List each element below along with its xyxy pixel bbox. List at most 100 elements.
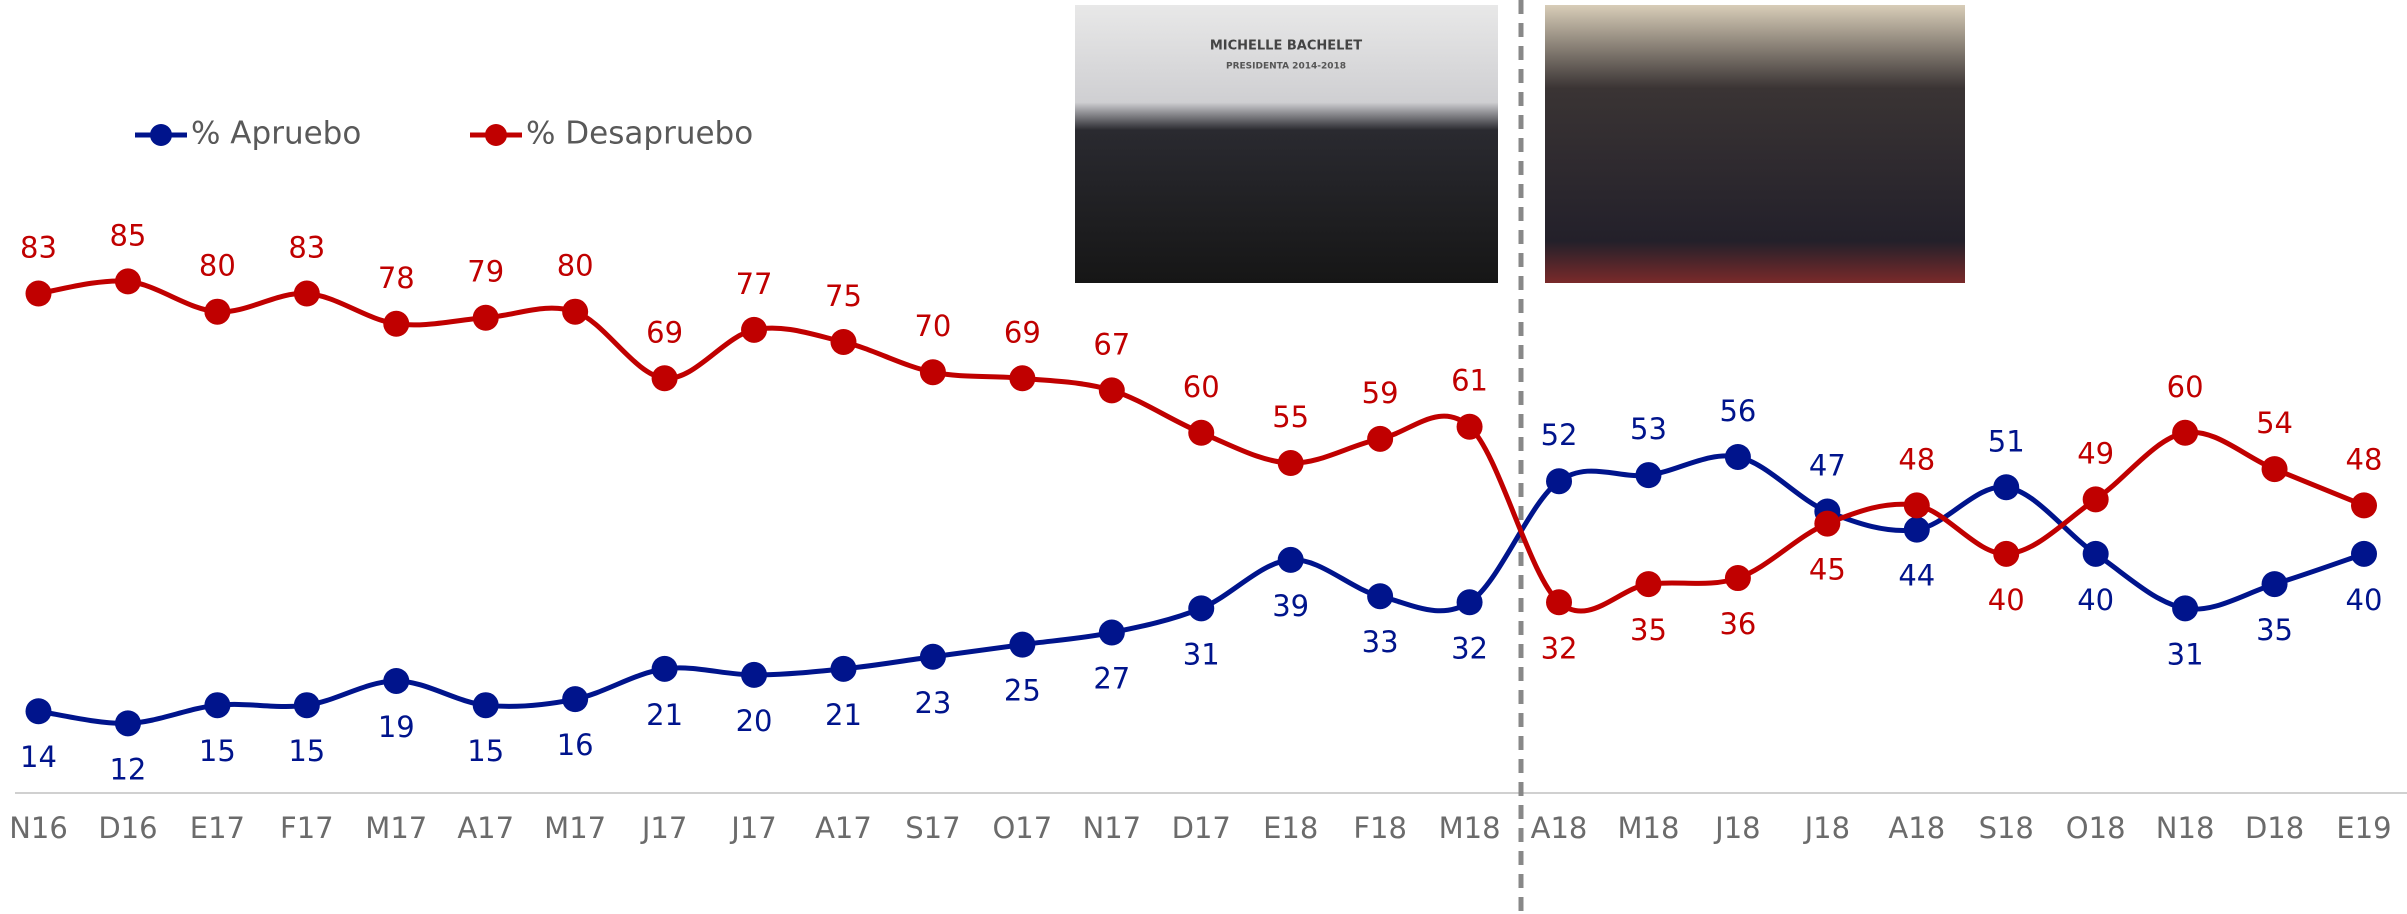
data-label: 33 — [1362, 625, 1399, 659]
data-label: 21 — [646, 698, 683, 732]
x-tick-label: D16 — [98, 811, 157, 845]
point — [1546, 468, 1573, 495]
point — [919, 359, 946, 386]
point — [1277, 450, 1304, 477]
x-tick-label: A18 — [1888, 811, 1945, 845]
x-tick-label: M18 — [1617, 811, 1679, 845]
point — [1098, 377, 1125, 404]
data-label: 83 — [20, 231, 57, 265]
data-label: 40 — [2077, 583, 2114, 617]
x-tick-label: S18 — [1979, 811, 2034, 845]
x-tick-label: J17 — [729, 811, 776, 845]
x-tick-label: M17 — [544, 811, 606, 845]
x-tick-label: F18 — [1353, 811, 1407, 845]
data-label: 15 — [199, 734, 236, 768]
point — [293, 692, 320, 719]
data-label: 48 — [1898, 442, 1935, 476]
point — [114, 710, 141, 737]
point — [562, 686, 589, 713]
data-label: 35 — [2256, 613, 2293, 647]
data-label: 31 — [2167, 637, 2204, 671]
data-label: 54 — [2256, 406, 2293, 440]
point — [2172, 595, 2199, 622]
point — [1546, 589, 1573, 616]
point — [2261, 571, 2288, 598]
point — [2261, 456, 2288, 483]
data-label: 78 — [378, 261, 415, 295]
point — [2351, 492, 2377, 519]
data-label: 48 — [2346, 442, 2383, 476]
data-label: 59 — [1362, 376, 1399, 410]
point — [1724, 565, 1751, 592]
point — [383, 310, 410, 337]
x-tick-label: N18 — [2156, 811, 2215, 845]
point — [1456, 413, 1483, 440]
point — [2351, 540, 2377, 567]
point — [1993, 540, 2020, 567]
point — [1903, 492, 1930, 519]
data-label: 55 — [1272, 400, 1309, 434]
legend-label: % Desapruebo — [526, 116, 753, 152]
x-tick-label: M17 — [365, 811, 427, 845]
series-line — [38, 453, 2365, 726]
point — [2172, 419, 2199, 446]
x-tick-label: A17 — [457, 811, 514, 845]
data-label: 75 — [825, 279, 862, 313]
data-label: 20 — [736, 704, 773, 738]
point — [741, 316, 768, 343]
x-tick-label: E19 — [2336, 811, 2391, 845]
x-tick-label: A18 — [1531, 811, 1588, 845]
data-label: 40 — [1988, 583, 2025, 617]
data-label: 39 — [1272, 589, 1309, 623]
data-label: 67 — [1093, 327, 1130, 361]
data-label: 31 — [1183, 637, 1220, 671]
point — [1993, 474, 2020, 501]
photo-caption: PRESIDENTA 2014-2018 — [1226, 62, 1346, 72]
point — [25, 280, 52, 307]
data-label: 79 — [467, 255, 504, 289]
data-label: 51 — [1988, 424, 2025, 458]
data-label: 35 — [1630, 613, 1667, 647]
data-label: 27 — [1093, 662, 1130, 696]
data-label: 23 — [914, 686, 951, 720]
x-tick-label: J17 — [640, 811, 687, 845]
x-tick-label: E18 — [1263, 811, 1318, 845]
point — [1456, 589, 1483, 616]
point — [472, 692, 499, 719]
data-label: 47 — [1809, 448, 1846, 482]
point — [830, 328, 857, 355]
data-label: 19 — [378, 710, 415, 744]
point — [1814, 510, 1841, 537]
point — [562, 298, 589, 325]
x-tick-label: D17 — [1172, 811, 1231, 845]
x-tick-label: J18 — [1803, 811, 1850, 845]
x-tick-label: J18 — [1713, 811, 1760, 845]
data-label: 52 — [1541, 418, 1578, 452]
point — [651, 365, 678, 392]
point — [25, 698, 52, 725]
data-label: 44 — [1898, 559, 1935, 593]
data-label: 12 — [109, 752, 146, 786]
data-label: 45 — [1809, 553, 1846, 587]
data-label: 21 — [825, 698, 862, 732]
data-label: 32 — [1541, 631, 1578, 665]
x-tick-label: M18 — [1439, 811, 1501, 845]
point — [1635, 571, 1662, 598]
data-label: 77 — [736, 267, 773, 301]
x-tick-label: N17 — [1083, 811, 1142, 845]
point — [1188, 419, 1215, 446]
data-label: 49 — [2077, 436, 2114, 470]
x-tick-label: O18 — [2066, 811, 2126, 845]
data-label: 14 — [20, 740, 57, 774]
legend-label: % Apruebo — [191, 116, 361, 152]
point — [1635, 462, 1662, 489]
point — [1367, 583, 1394, 610]
x-tick-label: A17 — [815, 811, 872, 845]
data-label: 25 — [1004, 674, 1041, 708]
point — [1367, 425, 1394, 452]
data-label: 85 — [109, 218, 146, 252]
data-label: 61 — [1451, 364, 1488, 398]
data-label: 80 — [557, 249, 594, 283]
point — [741, 661, 768, 688]
x-tick-label: S17 — [905, 811, 960, 845]
